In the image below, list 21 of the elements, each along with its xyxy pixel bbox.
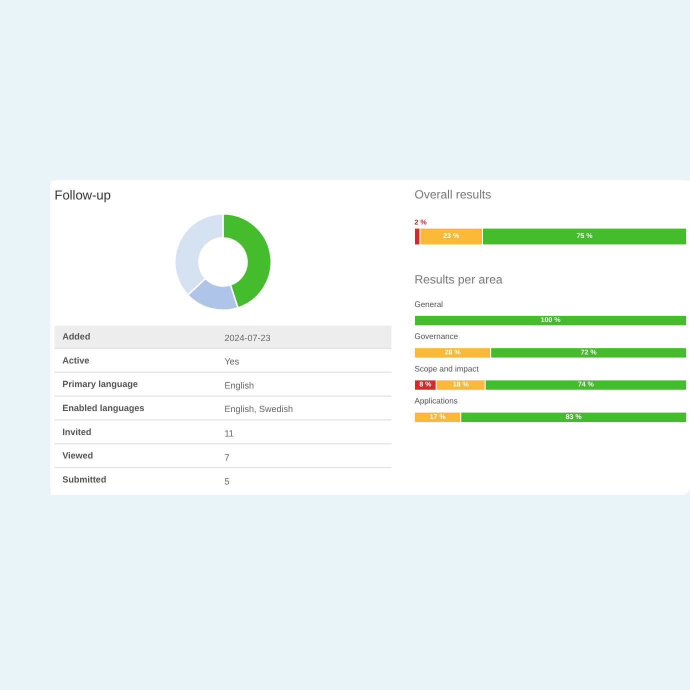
category-label: Viewed <box>62 450 94 461</box>
y-tick-label: Scope and impact <box>414 364 480 374</box>
y-tick-label: Applications <box>414 396 458 406</box>
category-label: Added <box>62 331 90 342</box>
chart-title: Follow-up <box>54 188 111 202</box>
chart-title: Results per area <box>414 272 503 286</box>
text: English, Swedish <box>224 404 294 414</box>
category-label: Active <box>62 355 90 366</box>
text: 5 <box>224 476 230 486</box>
category-label: Invited <box>62 426 92 437</box>
y-tick-label: General <box>414 300 444 309</box>
category-label: Enabled languages <box>62 403 144 413</box>
text: 7 <box>224 452 230 462</box>
text: Yes <box>224 356 240 366</box>
chart-title: Overall results <box>414 188 492 202</box>
text: 2024-07-23 <box>224 333 271 344</box>
text: 11 <box>224 428 234 439</box>
text: English <box>224 380 254 390</box>
category-label: Submitted <box>62 474 106 485</box>
y-tick-label: Governance <box>414 332 459 342</box>
category-label: Primary language <box>62 379 138 390</box>
